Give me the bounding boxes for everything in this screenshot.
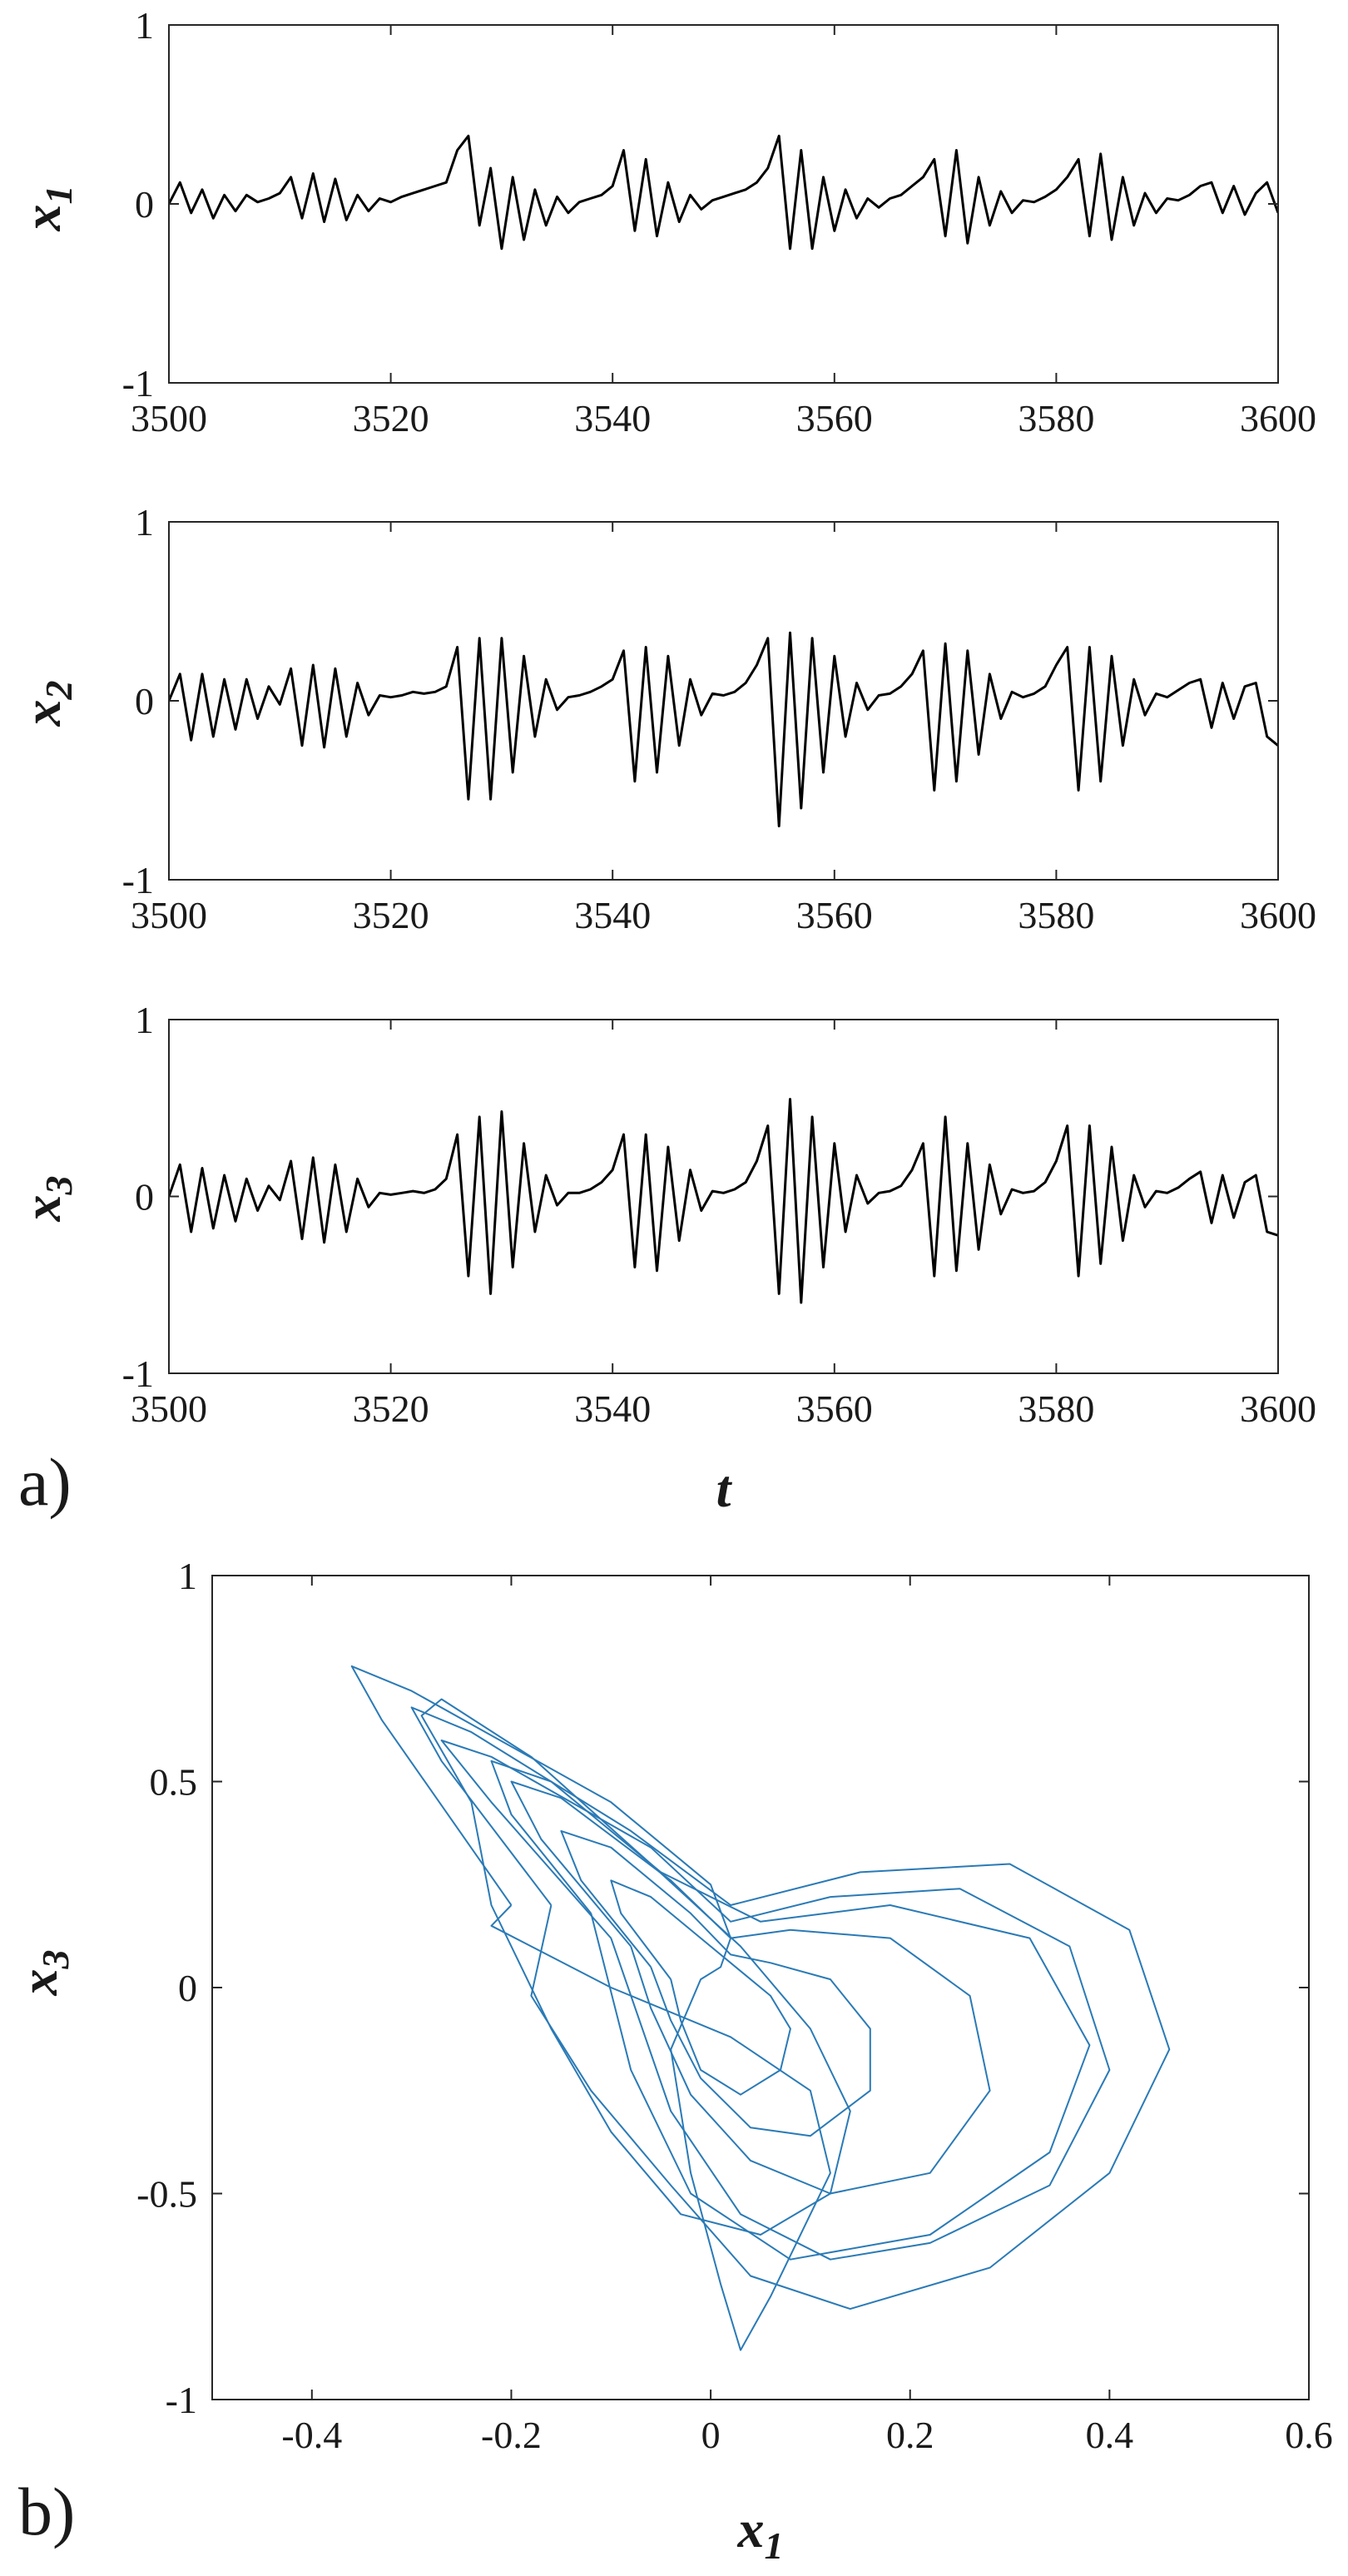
x-tick-label: 3600 (1240, 894, 1316, 936)
y-tick-label: 0 (135, 1176, 154, 1219)
x-tick-label: -0.2 (481, 2414, 542, 2456)
y-tick-label: 1 (135, 501, 154, 543)
chart-x3-timeseries: 3500 3520 3540 3560 3580 3600 -1 0 1 x3 t (12, 999, 1316, 1518)
y-tick-label: 1 (135, 4, 154, 47)
y-tick-label: 0 (135, 183, 154, 226)
x-tick-label: 3540 (574, 894, 651, 936)
x-tick-label: 3500 (131, 1387, 207, 1430)
chart-x1-timeseries: 3500 3520 3540 3560 3580 3600 -1 0 1 x1 (12, 4, 1316, 439)
series-line-3 (440, 1740, 1111, 2261)
series-line-6 (610, 1879, 791, 2096)
y-tick-label: -1 (122, 859, 154, 901)
x-tick-label: 3520 (353, 894, 429, 936)
x-axis-label: t (716, 1459, 733, 1518)
series-line-1 (350, 1665, 831, 2351)
y-tick-label: 1 (178, 1555, 197, 1597)
x-tick-label: 3580 (1018, 397, 1094, 439)
y-axis-label: x3 (9, 1950, 77, 1997)
plot-frame (168, 521, 1279, 881)
x-axis-label: x1 (737, 2499, 784, 2567)
series-line-1 (169, 631, 1278, 827)
x-tick-label: 3600 (1240, 1387, 1316, 1430)
x-tick-label: 3500 (131, 894, 207, 936)
y-tick-label: -1 (122, 362, 154, 405)
y-tick-label: 1 (135, 999, 154, 1041)
y-tick-label: 0.5 (150, 1761, 198, 1804)
y-axis-label: x2 (12, 681, 80, 727)
x-tick-label: 3500 (131, 397, 207, 439)
plot-frame (168, 1019, 1279, 1374)
y-axis-label: x3 (12, 1176, 80, 1223)
x-tick-label: 3600 (1240, 397, 1316, 439)
x-tick-label: 3540 (574, 1387, 651, 1430)
y-tick-label: -1 (122, 1353, 154, 1395)
series-line-8 (490, 1760, 1091, 2261)
y-tick-label: -0.5 (136, 2173, 197, 2216)
panel-label-b: b) (18, 2474, 75, 2549)
x-tick-label: 0.6 (1285, 2414, 1333, 2456)
x-tick-label: 3560 (796, 397, 873, 439)
y-tick-label: 0 (178, 1967, 197, 2009)
x-tick-label: 0.4 (1086, 2414, 1134, 2456)
x-tick-label: 3520 (353, 1387, 429, 1430)
chart-x2-timeseries: 3500 3520 3540 3560 3580 3600 -1 0 1 x2 (12, 501, 1316, 936)
x-tick-label: 3580 (1018, 894, 1094, 936)
series-line-2 (410, 1706, 1171, 2310)
x-tick-label: 0.2 (886, 2414, 934, 2456)
plot-frame (168, 24, 1279, 384)
x-tick-label: 3560 (796, 894, 873, 936)
series-line-1 (169, 134, 1278, 251)
panel-label-a: a) (18, 1444, 72, 1520)
chart-phase-portrait: -0.4 -0.2 0 0.2 0.4 0.6 -1 -0.5 0 0.5 1 x3 x1 (9, 1555, 1333, 2567)
x-tick-label: 3540 (574, 397, 651, 439)
x-tick-label: 3520 (353, 397, 429, 439)
x-tick-label: 0 (701, 2414, 721, 2456)
x-tick-label: 3560 (796, 1387, 873, 1430)
y-tick-label: -1 (166, 2379, 197, 2421)
series-line-5 (560, 1829, 871, 2137)
series-line-7 (420, 1698, 851, 2236)
series-line-4 (510, 1780, 991, 2195)
x-tick-label: -0.4 (281, 2414, 342, 2456)
y-tick-label: 0 (135, 680, 154, 722)
series-line-1 (169, 1098, 1278, 1304)
x-tick-label: 3580 (1018, 1387, 1094, 1430)
y-axis-label: x1 (12, 186, 80, 232)
